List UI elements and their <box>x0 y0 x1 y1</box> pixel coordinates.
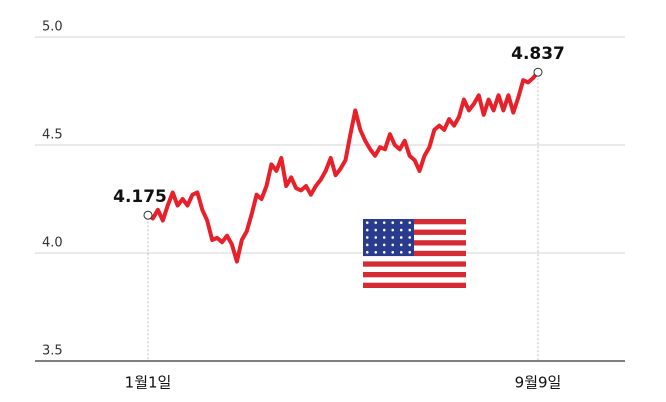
x-tick-label: 9월9일 <box>515 374 562 392</box>
end-point <box>533 67 543 77</box>
line <box>146 70 540 264</box>
end-point <box>143 210 153 220</box>
y-tick-label: 3.5 <box>42 344 63 359</box>
point-label: 4.175 <box>113 187 167 207</box>
y-tick-label: 5.0 <box>42 20 63 35</box>
us-flag <box>363 219 466 288</box>
y-tick-label: 4.5 <box>42 128 63 143</box>
y-tick-label: 4.0 <box>42 236 63 251</box>
point-label: 4.837 <box>511 44 565 64</box>
x-tick-label: 1월1일 <box>125 374 172 392</box>
